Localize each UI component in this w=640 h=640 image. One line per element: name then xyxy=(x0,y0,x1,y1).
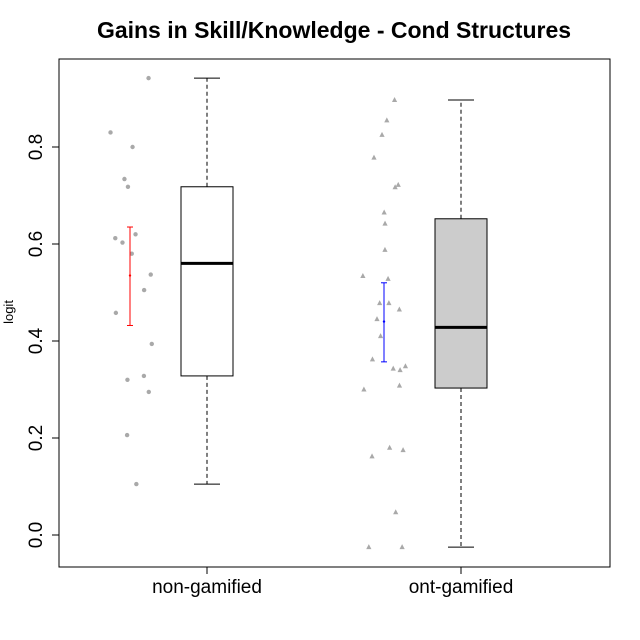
data-point xyxy=(124,432,130,438)
data-point xyxy=(113,235,118,241)
box-iqr xyxy=(180,186,234,377)
data-point xyxy=(369,453,375,459)
data-point xyxy=(402,363,409,369)
box-iqr xyxy=(434,218,488,389)
data-point xyxy=(146,389,151,395)
chart-title: Gains in Skill/Knowledge - Cond Structur… xyxy=(97,17,571,43)
y-axis-label: logit xyxy=(1,300,16,324)
data-point xyxy=(399,544,405,550)
x-category-label: non-gamified xyxy=(152,577,262,598)
boxes-layer xyxy=(180,77,488,548)
data-point xyxy=(379,131,385,137)
plot-frame xyxy=(58,58,611,568)
data-point xyxy=(122,176,127,182)
data-point xyxy=(360,273,366,279)
data-point xyxy=(393,509,399,515)
data-point xyxy=(396,382,403,388)
data-point xyxy=(108,130,113,135)
mean-error-bar-ont-gamified xyxy=(381,282,387,363)
data-point xyxy=(134,481,139,487)
data-point xyxy=(141,373,147,379)
data-point xyxy=(148,272,153,277)
x-category-label: ont-gamified xyxy=(409,577,514,598)
data-point xyxy=(113,310,119,316)
error-bars-layer xyxy=(127,226,387,363)
data-point xyxy=(397,367,403,373)
data-point xyxy=(390,365,396,371)
data-point xyxy=(395,181,401,187)
box-ont-gamified xyxy=(434,99,488,548)
data-point xyxy=(133,232,138,237)
y-tick-label: 0.0 xyxy=(26,522,47,548)
mean-error-bar-non-gamified xyxy=(127,226,133,326)
data-point xyxy=(366,544,372,550)
data-point xyxy=(382,220,388,226)
y-tick-label: 0.6 xyxy=(26,231,47,257)
data-point xyxy=(369,356,376,362)
error-bar-mean xyxy=(382,320,386,323)
data-point xyxy=(384,117,390,123)
data-point xyxy=(385,275,391,281)
data-point xyxy=(120,240,125,245)
data-point xyxy=(374,316,380,322)
data-point xyxy=(386,300,392,306)
data-point xyxy=(377,300,383,306)
y-tick-label: 0.2 xyxy=(26,425,47,451)
data-point xyxy=(125,377,130,382)
data-point xyxy=(387,444,393,450)
error-bar-mean xyxy=(128,274,132,277)
data-point xyxy=(130,144,135,150)
x-axis-labels: non-gamified ont-gamified xyxy=(152,567,513,598)
points-layer xyxy=(108,75,409,550)
y-axis: 0.0 0.2 0.4 0.6 0.8 xyxy=(26,134,60,548)
data-point xyxy=(361,386,367,392)
data-point xyxy=(400,447,406,453)
data-point xyxy=(141,287,147,293)
y-tick-label: 0.8 xyxy=(26,134,47,160)
data-point xyxy=(371,154,377,160)
data-point xyxy=(391,96,398,102)
data-point xyxy=(149,341,154,347)
data-point xyxy=(392,184,398,190)
data-point xyxy=(146,75,151,81)
data-point xyxy=(381,209,387,215)
y-tick-label: 0.4 xyxy=(26,327,47,354)
box-non-gamified xyxy=(180,77,234,485)
data-point xyxy=(382,246,388,252)
data-point xyxy=(377,333,384,339)
data-point xyxy=(125,184,131,189)
data-point xyxy=(129,251,134,256)
data-point xyxy=(396,306,402,312)
